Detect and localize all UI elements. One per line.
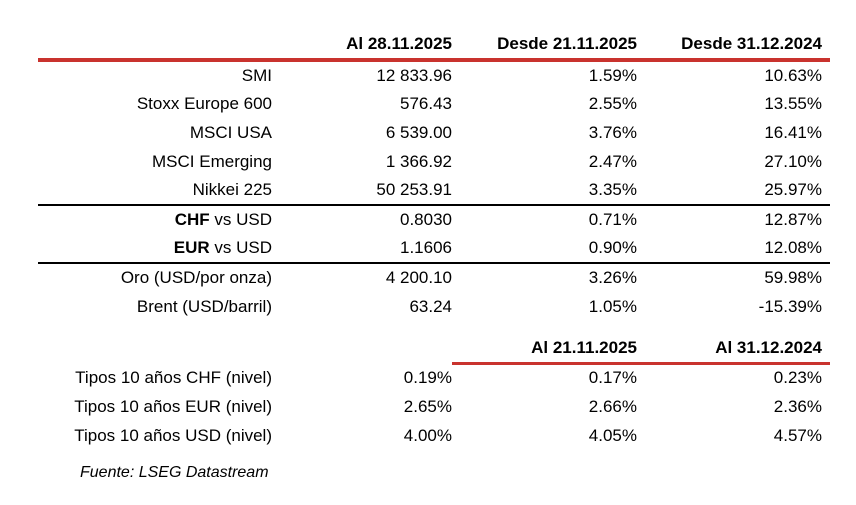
- table-row-smi: SMI 12 833.96 1.59% 10.63%: [38, 60, 830, 89]
- row-chg-ytd: 12.87%: [764, 210, 822, 229]
- table-row-chf-usd: CHF vs USD 0.8030 0.71% 12.87%: [38, 205, 830, 234]
- table-row-tipos-eur: Tipos 10 años EUR (nivel) 2.65% 2.66% 2.…: [38, 392, 830, 421]
- row-prev-year: 4.57%: [773, 425, 822, 445]
- row-chg-week: 3.35%: [452, 176, 637, 206]
- table-row-tipos-usd: Tipos 10 años USD (nivel) 4.00% 4.05% 4.…: [38, 421, 830, 450]
- row-chg-ytd: 16.41%: [764, 122, 822, 142]
- market-summary-table: Al 28.11.2025 Desde 21.11.2025 Desde 31.…: [38, 30, 830, 482]
- header-empty-cell: [38, 30, 272, 62]
- row-level: 50 253.91: [272, 176, 452, 206]
- row-chg-ytd: 12.08%: [637, 234, 830, 264]
- row-label: MSCI USA: [189, 122, 272, 142]
- market-data-table: Al 28.11.2025 Desde 21.11.2025 Desde 31.…: [38, 30, 830, 450]
- section-spacer: [38, 321, 830, 334]
- row-prev-week: 2.66%: [588, 396, 637, 416]
- row-level: 1.1606: [272, 234, 452, 264]
- row-label: Tipos 10 años CHF (nivel): [75, 367, 272, 387]
- row-chg-week: 1.05%: [588, 296, 637, 316]
- row-level: 6 539.00: [385, 122, 452, 142]
- row-label: EUR vs USD: [38, 234, 272, 264]
- row-label: Tipos 10 años USD (nivel): [74, 425, 272, 445]
- table-row-stoxx: Stoxx Europe 600 576.43 2.55% 13.55%: [38, 89, 830, 118]
- row-label: Stoxx Europe 600: [136, 93, 272, 113]
- row-prev-week: 0.17%: [588, 368, 637, 388]
- row-label: Oro (USD/por onza): [120, 268, 272, 287]
- currency-pair-suffix: vs USD: [209, 238, 272, 257]
- row-chg-ytd: 10.63%: [764, 65, 822, 85]
- row-label: CHF vs USD: [38, 205, 272, 234]
- row-level: 4 200.10: [385, 268, 452, 287]
- table-row-nikkei: Nikkei 225 50 253.91 3.35% 25.97%: [38, 176, 830, 206]
- row-chg-week: 2.47%: [588, 151, 637, 171]
- row-level: 0.8030: [400, 210, 452, 229]
- header-since-ytd: Desde 31.12.2024: [637, 30, 830, 62]
- row-chg-ytd: 13.55%: [764, 93, 822, 113]
- row-chg-week: 3.76%: [588, 122, 637, 142]
- table-row-msci-usa: MSCI USA 6 539.00 3.76% 16.41%: [38, 118, 830, 147]
- header-level-prev-week: Al 21.11.2025: [452, 334, 637, 365]
- currency-pair-suffix: vs USD: [209, 210, 272, 229]
- row-label: Nikkei 225: [38, 176, 272, 206]
- currency-code: CHF: [174, 210, 210, 229]
- row-prev-year: 2.36%: [773, 396, 822, 416]
- table-row-brent: Brent (USD/barril) 63.24 1.05% -15.39%: [38, 292, 830, 321]
- header-row-1: Al 28.11.2025 Desde 21.11.2025 Desde 31.…: [38, 30, 830, 62]
- table-row-oro: Oro (USD/por onza) 4 200.10 3.26% 59.98%: [38, 263, 830, 292]
- header-since-week: Desde 21.11.2025: [452, 30, 637, 62]
- row-chg-week: 2.55%: [588, 93, 637, 113]
- row-chg-ytd: -15.39%: [758, 296, 822, 316]
- row-level: 1 366.92: [385, 151, 452, 171]
- source-note: Fuente: LSEG Datastream: [80, 464, 269, 481]
- header-level-prev-year: Al 31.12.2024: [637, 334, 830, 365]
- header-empty-cell: [272, 334, 452, 363]
- row-label: Brent (USD/barril): [136, 296, 272, 316]
- row-label: MSCI Emerging: [152, 151, 272, 171]
- header-empty-cell: [38, 334, 272, 363]
- row-chg-ytd: 27.10%: [764, 151, 822, 171]
- row-chg-week: 0.71%: [588, 210, 637, 229]
- currency-code: EUR: [173, 238, 210, 257]
- row-prev-year: 0.23%: [773, 368, 822, 388]
- row-level: 4.00%: [403, 425, 452, 445]
- row-level: 576.43: [400, 93, 452, 113]
- table-row-tipos-chf: Tipos 10 años CHF (nivel) 0.19% 0.17% 0.…: [38, 363, 830, 392]
- row-chg-ytd: 25.97%: [637, 176, 830, 206]
- row-chg-week: 3.26%: [588, 268, 637, 287]
- header-row-2: Al 21.11.2025 Al 31.12.2024: [38, 334, 830, 365]
- row-label: SMI: [241, 65, 272, 85]
- table-row-msci-emerging: MSCI Emerging 1 366.92 2.47% 27.10%: [38, 147, 830, 176]
- row-level: 2.65%: [403, 396, 452, 416]
- table-row-eur-usd: EUR vs USD 1.1606 0.90% 12.08%: [38, 234, 830, 264]
- row-chg-week: 0.90%: [452, 234, 637, 264]
- row-prev-week: 4.05%: [588, 425, 637, 445]
- row-label: Tipos 10 años EUR (nivel): [74, 396, 272, 416]
- row-level: 0.19%: [403, 367, 452, 387]
- row-chg-week: 1.59%: [588, 65, 637, 85]
- row-chg-ytd: 59.98%: [764, 268, 822, 287]
- row-level: 63.24: [409, 296, 452, 316]
- header-level-date: Al 28.11.2025: [272, 30, 452, 62]
- row-level: 12 833.96: [376, 65, 452, 85]
